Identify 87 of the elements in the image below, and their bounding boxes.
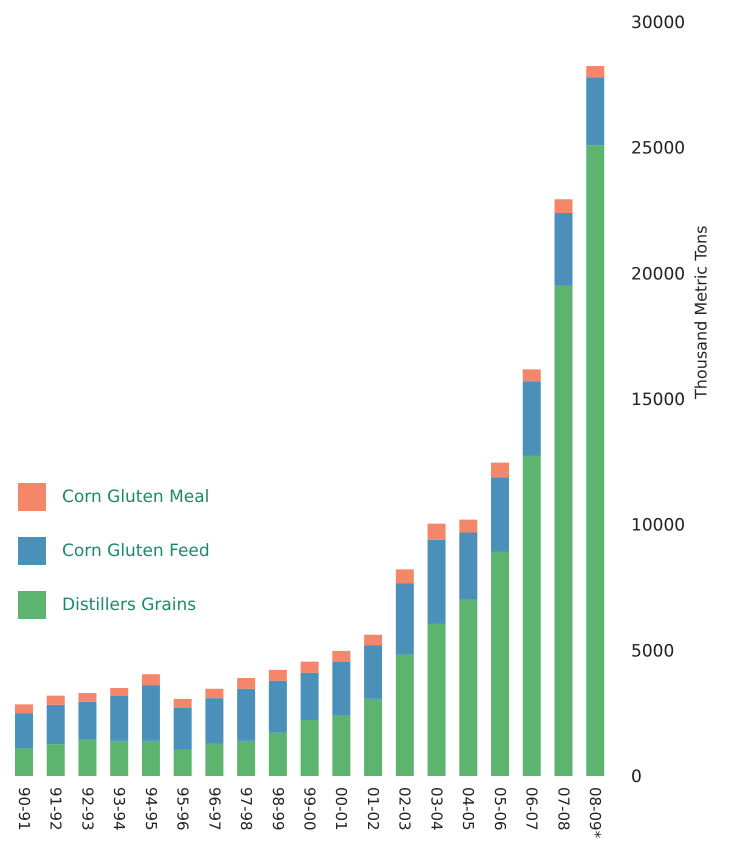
bar <box>554 199 573 214</box>
legend-label: Corn Gluten Feed <box>62 541 210 561</box>
bar <box>554 286 573 776</box>
x-tick-label: 08-09* <box>586 787 604 839</box>
bar <box>237 740 256 776</box>
bar <box>459 600 478 776</box>
bar <box>428 540 446 624</box>
bar <box>586 145 604 776</box>
bar <box>205 744 224 776</box>
x-tick-label: 04-05 <box>459 787 478 831</box>
bar <box>396 569 414 584</box>
bar <box>459 520 478 532</box>
x-tick-label: 90-91 <box>14 787 33 831</box>
bar <box>364 646 382 699</box>
x-tick-label: 97-98 <box>237 787 256 831</box>
bar <box>459 532 478 600</box>
bar <box>268 670 287 681</box>
bar <box>205 698 224 744</box>
bar <box>78 693 96 702</box>
bar <box>586 77 604 146</box>
bar <box>364 698 382 776</box>
bar <box>332 716 350 776</box>
bar <box>522 369 541 382</box>
x-tick-label: 91-92 <box>46 787 65 831</box>
bar <box>14 713 33 748</box>
bar <box>364 634 382 646</box>
y-axis-title: Thousand Metric Tons <box>692 225 711 400</box>
y-tick-label: 20000 <box>631 264 686 284</box>
y-tick-label: 25000 <box>631 138 686 159</box>
bar <box>14 748 33 776</box>
bar <box>332 662 350 716</box>
bar <box>78 739 96 776</box>
x-tick-label: 01-02 <box>364 787 382 831</box>
bar <box>14 704 33 714</box>
bar <box>237 678 256 689</box>
bar <box>522 456 541 776</box>
y-tick-label: 5000 <box>631 641 674 662</box>
legend-label: Distillers Grains <box>62 595 196 615</box>
bar <box>396 654 414 776</box>
bar <box>491 552 510 776</box>
bar <box>46 744 65 776</box>
bar <box>174 698 192 708</box>
legend-label: Corn Gluten Meal <box>62 487 210 507</box>
bar <box>46 696 65 705</box>
bar <box>554 213 573 286</box>
bar <box>174 750 192 776</box>
bar <box>268 680 287 733</box>
bar <box>491 462 510 478</box>
bar <box>491 477 510 552</box>
x-tick-label: 06-07 <box>522 787 541 831</box>
x-tick-label: 99-00 <box>300 787 318 831</box>
y-tick-label: 30000 <box>631 13 686 34</box>
y-tick-label: 10000 <box>631 516 686 536</box>
x-tick-label: 94-95 <box>142 787 160 831</box>
bar <box>428 623 446 776</box>
bar <box>142 674 160 686</box>
bar <box>396 583 414 655</box>
x-tick-label: 93-94 <box>110 787 128 831</box>
bar <box>46 704 65 744</box>
x-tick-label: 96-97 <box>205 787 224 831</box>
x-tick-label: 05-06 <box>490 787 509 831</box>
bar <box>174 708 192 750</box>
bar <box>300 672 319 720</box>
bar <box>78 702 96 740</box>
bar <box>428 524 446 540</box>
bar <box>110 740 128 776</box>
y-tick-label: 0 <box>631 767 642 788</box>
x-tick-label: 98-99 <box>268 787 287 831</box>
x-tick-label: 92-93 <box>78 787 96 831</box>
bar <box>300 720 319 776</box>
bar <box>522 381 541 456</box>
x-tick-label: 00-01 <box>332 787 350 831</box>
bar <box>332 650 350 662</box>
bar <box>110 696 128 741</box>
bar <box>300 662 319 673</box>
x-tick-label: 95-96 <box>174 787 192 831</box>
bar <box>142 740 160 776</box>
x-tick-label: 02-03 <box>396 787 414 831</box>
x-tick-label: 03-04 <box>427 787 446 831</box>
x-tick-label: 07-08 <box>554 787 572 831</box>
bar <box>586 66 604 78</box>
bar <box>205 688 224 698</box>
y-tick-label: 15000 <box>631 390 686 410</box>
bar <box>237 688 256 741</box>
bar <box>110 688 128 696</box>
bar <box>268 732 287 776</box>
bar <box>142 686 160 741</box>
